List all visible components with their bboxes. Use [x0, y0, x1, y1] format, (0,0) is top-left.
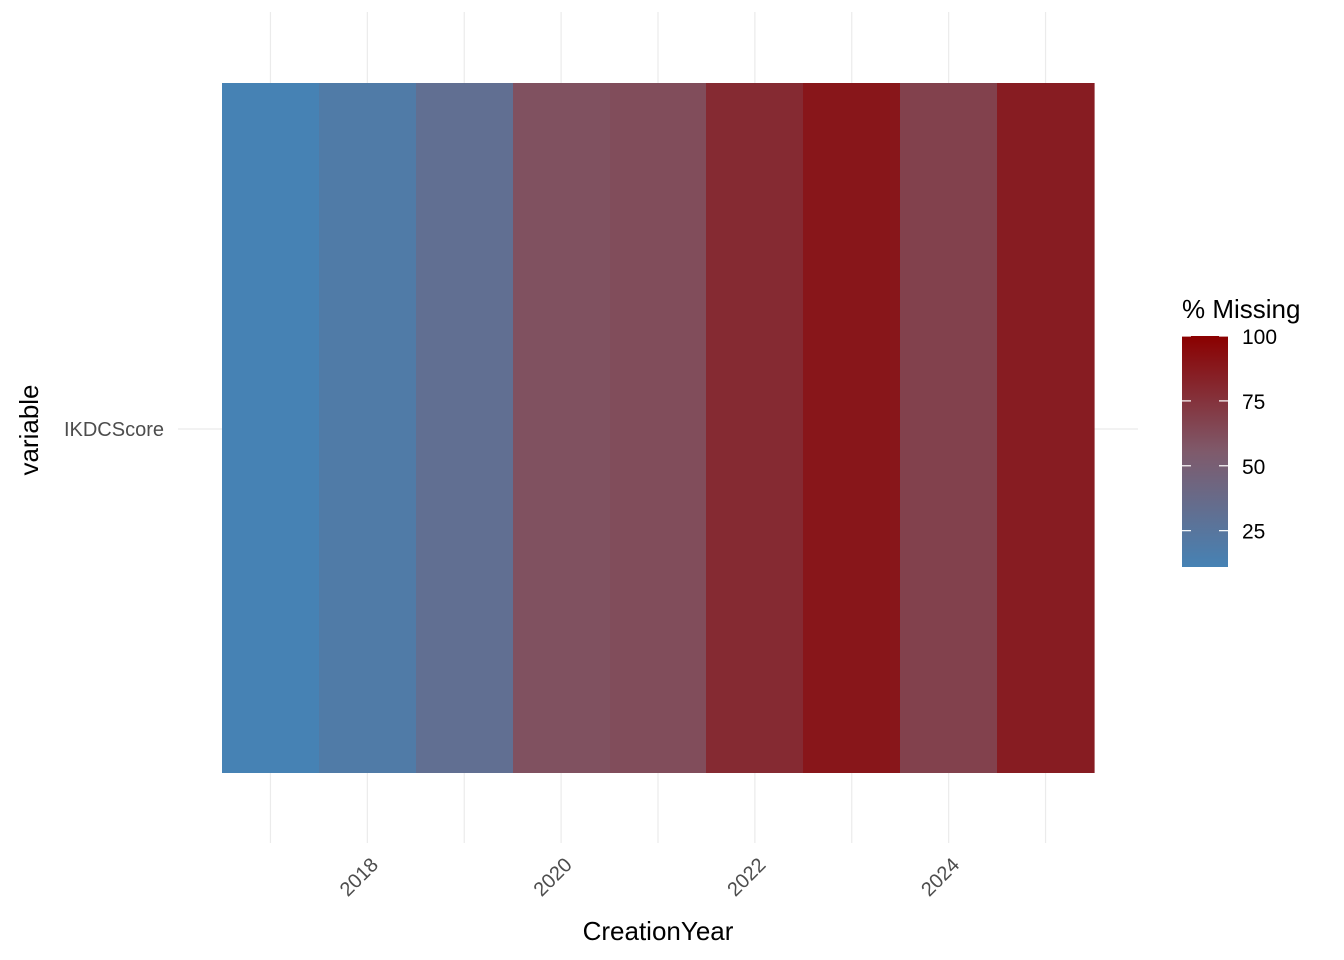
- x-axis-title: CreationYear: [583, 916, 734, 946]
- legend-tick-label: 50: [1242, 456, 1265, 479]
- heatmap-tile: [610, 83, 707, 773]
- x-tick-label: 2024: [917, 854, 964, 901]
- y-tick-label: IKDCScore: [64, 419, 164, 441]
- heatmap-tile: [803, 83, 901, 773]
- x-tick-label: 2020: [530, 854, 577, 901]
- legend-tick-label: 100: [1242, 326, 1277, 349]
- heatmap-tiles: [222, 83, 1095, 773]
- x-tick-label: 2018: [336, 854, 383, 901]
- y-axis-title: variable: [14, 384, 44, 475]
- legend-tick-label: 75: [1242, 391, 1265, 414]
- heatmap-tile: [319, 83, 417, 773]
- heatmap-tile: [900, 83, 998, 773]
- legend-title: % Missing: [1182, 294, 1300, 324]
- legend-ticks: 25 50 75 100: [1182, 326, 1277, 544]
- color-legend: % Missing 25 50 75 100: [1182, 294, 1300, 567]
- heatmap-tile: [513, 83, 611, 773]
- heatmap-tile: [706, 83, 804, 773]
- y-axis-ticks: IKDCScore: [64, 419, 164, 441]
- legend-colorbar: [1182, 336, 1228, 567]
- x-axis-ticks: 2018 2020 2022 2024: [336, 854, 964, 901]
- heatmap-tile: [416, 83, 514, 773]
- legend-tick-label: 25: [1242, 521, 1265, 544]
- heatmap-tile: [997, 83, 1095, 773]
- x-tick-label: 2022: [723, 854, 770, 901]
- heatmap-tile: [222, 83, 320, 773]
